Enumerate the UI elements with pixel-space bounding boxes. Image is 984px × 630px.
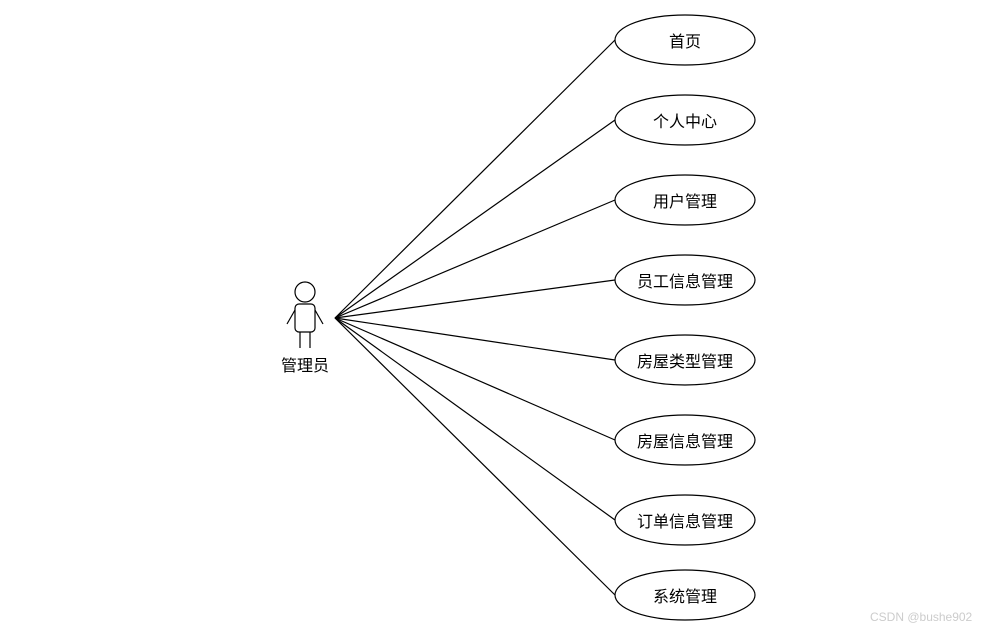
actor-label: 管理员 (281, 352, 329, 376)
usecase-label: 房屋类型管理 (637, 348, 733, 372)
watermark: CSDN @bushe902 (870, 610, 972, 624)
usecase-label: 用户管理 (653, 188, 717, 212)
usecase-label: 订单信息管理 (637, 508, 733, 532)
usecase-label: 个人中心 (653, 108, 717, 132)
usecase-label: 员工信息管理 (637, 268, 733, 292)
svg-layer (0, 0, 984, 630)
diagram-canvas: 首页个人中心用户管理员工信息管理房屋类型管理房屋信息管理订单信息管理系统管理 管理… (0, 0, 984, 630)
usecase-label: 首页 (669, 28, 701, 52)
usecase-label: 房屋信息管理 (637, 428, 733, 452)
usecase-label: 系统管理 (653, 583, 717, 607)
